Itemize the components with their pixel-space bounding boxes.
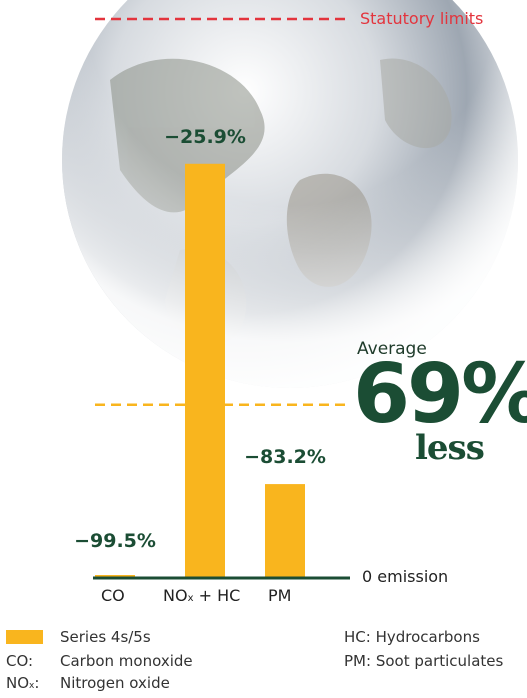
bar-nox-hc — [185, 163, 225, 578]
bar-pm — [265, 484, 305, 578]
category-label-pm: PM — [268, 586, 292, 605]
average-value: 69% — [353, 347, 527, 442]
legend-item-nox: NOx: Nitrogen oxide — [6, 674, 170, 692]
data-label-nox-hc: −25.9% — [164, 125, 246, 148]
average-label: Average — [357, 339, 427, 359]
category-label-nox-hc: NOx + HC — [163, 586, 241, 605]
data-label-co: −99.5% — [74, 530, 156, 552]
legend-swatch-series — [6, 630, 43, 644]
category-label-co: CO — [101, 586, 125, 605]
legend-item-co: CO: Carbon monoxide — [6, 652, 193, 670]
legend-item-hc: HC: Hydrocarbons — [344, 628, 480, 646]
statutory-limits-label: Statutory limits — [360, 9, 484, 28]
average-suffix: less — [415, 428, 485, 468]
legend-series-label: Series 4s/5s — [60, 628, 151, 646]
data-label-pm: −83.2% — [244, 446, 326, 469]
legend-item-pm: PM: Soot particulates — [344, 652, 504, 670]
zero-emission-label: 0 emission — [362, 567, 449, 586]
